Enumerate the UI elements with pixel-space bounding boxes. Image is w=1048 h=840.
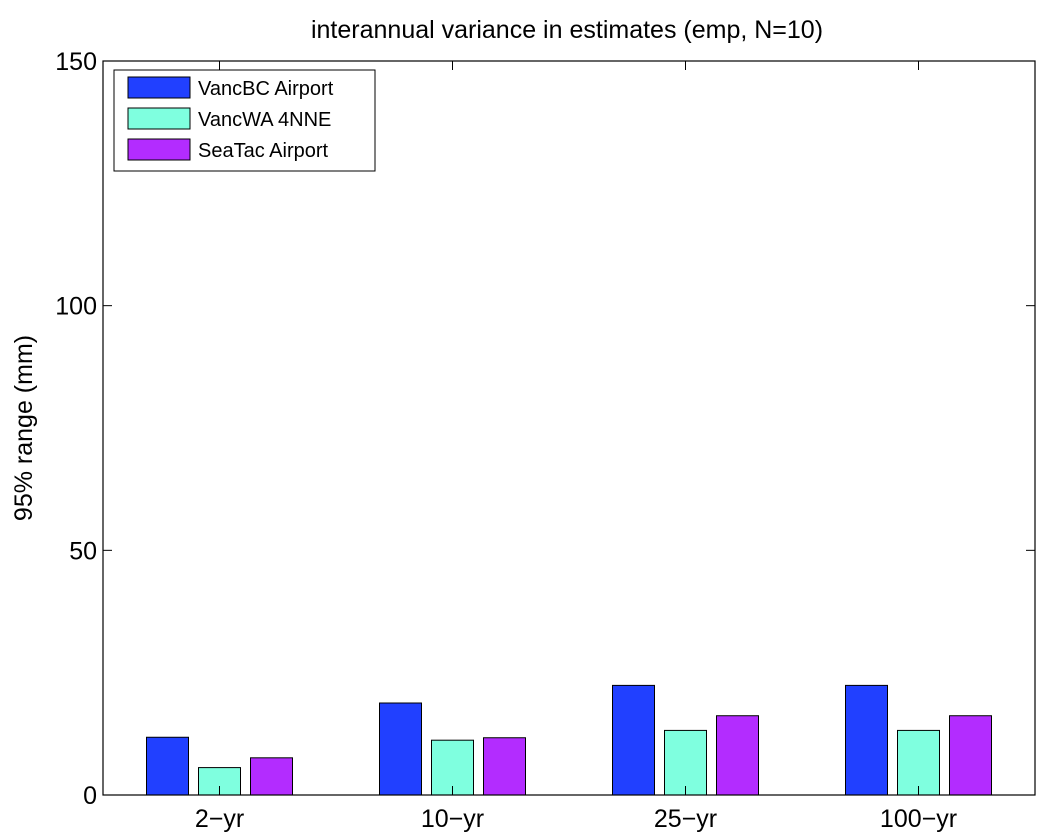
chart-title: interannual variance in estimates (emp, … (311, 16, 823, 44)
legend-swatch-1 (127, 76, 191, 99)
x-tick-label: 2−yr (195, 805, 244, 833)
bar-3-3 (716, 715, 759, 796)
bar-1-3 (612, 684, 655, 796)
legend-label-2: VancWA 4NNE (198, 109, 331, 131)
legend-swatch-2 (127, 107, 191, 130)
bar-2-4 (897, 729, 940, 796)
bars-group (146, 684, 992, 796)
bar-1-4 (845, 684, 888, 796)
bar-1-1 (146, 736, 189, 796)
legend-swatch-3 (127, 138, 191, 161)
y-tick-label: 100 (55, 293, 97, 321)
bar-1-2 (379, 702, 422, 796)
bar-3-4 (949, 715, 992, 796)
bar-3-1 (250, 757, 293, 796)
x-tick-label: 10−yr (421, 805, 484, 833)
legend-label-3: SeaTac Airport (198, 140, 329, 162)
bar-3-2 (483, 737, 526, 796)
legend-label-1: VancBC Airport (198, 78, 334, 100)
plot-area-frame (102, 60, 1036, 796)
y-tick-label: 150 (55, 48, 97, 76)
bar-2-2 (431, 739, 474, 796)
x-tick-label: 25−yr (654, 805, 717, 833)
x-tick-label: 100−yr (880, 805, 957, 833)
legend: VancBC Airport VancWA 4NNE SeaTac Airport (113, 69, 376, 172)
y-tick-label: 0 (83, 782, 97, 810)
y-axis-label: 95% range (mm) (10, 335, 38, 521)
axis-ticks: 2−yr 10−yr 25−yr 100−yr 0 50 100 150 (55, 48, 1035, 833)
y-tick-label: 50 (69, 537, 97, 565)
bar-2-3 (664, 729, 707, 796)
